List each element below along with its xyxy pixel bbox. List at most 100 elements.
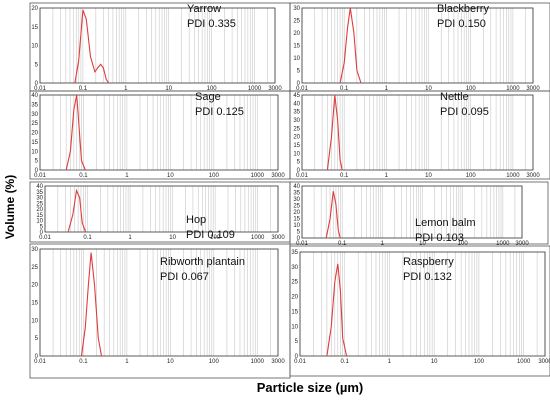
y-tick-label: 10 xyxy=(293,151,300,157)
x-tick-label: 0.01 xyxy=(34,359,46,365)
y-tick-label: 20 xyxy=(293,31,300,37)
x-tick-label: 10 xyxy=(425,86,432,92)
panel-border xyxy=(29,2,291,92)
x-tick-label: 0.1 xyxy=(338,241,347,247)
x-tick-label: 1000 xyxy=(506,86,520,92)
y-tick-label: 40 xyxy=(293,101,300,107)
x-tick-label: 1000 xyxy=(496,241,510,247)
series-line xyxy=(67,188,87,233)
y-tick-label: 40 xyxy=(31,93,38,99)
y-tick-label: 20 xyxy=(31,131,38,137)
x-tick-label: 1 xyxy=(381,241,385,247)
y-tick-label: 0 xyxy=(297,168,301,174)
y-tick-label: 30 xyxy=(36,196,43,202)
y-tick-label: 25 xyxy=(31,121,38,127)
x-tick-label: 100 xyxy=(209,173,220,179)
y-tick-label: 15 xyxy=(293,143,300,149)
pdi-label: PDI 0.067 xyxy=(160,271,209,283)
sample-name: Lemon balm xyxy=(415,217,476,229)
panel-2: 0.01 0.1 1 10 100 1000 3000 0 5 10 15 20 25 30 35 40 Sag… xyxy=(29,90,291,180)
x-tick-label: 0.1 xyxy=(79,173,88,179)
sample-name: Yarrow xyxy=(187,3,221,15)
y-tick-label: 15 xyxy=(293,217,300,223)
y-tick-label: 10 xyxy=(291,324,298,330)
pdi-label: PDI 0.335 xyxy=(187,18,236,30)
y-tick-label: 10 xyxy=(293,223,300,229)
x-tick-label: 0.01 xyxy=(296,173,308,179)
pdi-label: PDI 0.125 xyxy=(195,106,244,118)
y-tick-label: 25 xyxy=(293,204,300,210)
plot-frame xyxy=(39,94,279,171)
x-tick-label: 3000 xyxy=(515,241,529,247)
x-tick-label: 1000 xyxy=(517,359,531,365)
plot-frame xyxy=(39,7,276,84)
x-tick-label: 0.1 xyxy=(340,86,349,92)
y-axis-label: Volume (%) xyxy=(3,175,17,239)
x-tick-label: 3000 xyxy=(271,173,285,179)
x-tick-label: 100 xyxy=(210,235,221,241)
y-tick-label: 25 xyxy=(291,280,298,286)
x-tick-label: 3000 xyxy=(526,86,540,92)
y-tick-label: 10 xyxy=(31,44,38,50)
x-axis-label: Particle size (µm) xyxy=(257,380,363,395)
y-tick-label: 0 xyxy=(295,354,299,360)
y-tick-label: 10 xyxy=(36,219,43,225)
x-tick-label: 1 xyxy=(388,359,392,365)
panel-7: 0.01 0.1 1 10 100 1000 3000 0 5 10 15 20 25 30 35 Raspb… xyxy=(289,245,550,377)
plot-frame xyxy=(39,248,279,357)
x-tick-label: 3000 xyxy=(268,86,282,92)
sample-name: Nettle xyxy=(440,91,469,103)
x-tick-label: 1000 xyxy=(506,173,520,179)
y-tick-label: 5 xyxy=(297,69,301,75)
plot-frame xyxy=(301,7,534,84)
pdi-label: PDI 0.132 xyxy=(403,271,452,283)
sample-name: Sage xyxy=(195,91,221,103)
y-tick-label: 0 xyxy=(297,81,301,87)
y-tick-label: 35 xyxy=(293,191,300,197)
y-tick-label: 10 xyxy=(31,318,38,324)
y-tick-label: 5 xyxy=(297,230,301,236)
series-line xyxy=(326,263,348,357)
y-tick-label: 0 xyxy=(35,354,39,360)
sample-name: Hop xyxy=(186,214,206,226)
x-tick-label: 1 xyxy=(385,173,389,179)
y-tick-label: 40 xyxy=(36,184,43,190)
y-tick-label: 15 xyxy=(31,301,38,307)
x-tick-label: 0.01 xyxy=(296,241,308,247)
plot-frame xyxy=(44,185,279,233)
x-tick-label: 10 xyxy=(167,359,174,365)
pdi-label: PDI 0.103 xyxy=(415,232,464,244)
y-tick-label: 5 xyxy=(297,160,301,166)
y-tick-label: 20 xyxy=(293,135,300,141)
x-tick-label: 1 xyxy=(125,359,129,365)
y-tick-label: 20 xyxy=(293,210,300,216)
y-tick-label: 0 xyxy=(40,230,44,236)
y-tick-label: 25 xyxy=(293,19,300,25)
x-tick-label: 0.1 xyxy=(79,359,88,365)
panel-1: 0.01 0.1 1 10 100 1000 3000 0 5 10 15 20 25 30 Blackbe… xyxy=(289,2,550,92)
y-tick-label: 25 xyxy=(293,126,300,132)
x-tick-label: 100 xyxy=(474,359,485,365)
x-tick-label: 0.1 xyxy=(340,173,349,179)
y-tick-label: 40 xyxy=(293,184,300,190)
panel-4: 0.01 0.1 1 10 100 1000 30000510152025303540Hop… xyxy=(29,181,291,243)
panel-3: 0.01 0.1 1 10 100 1000 3000 0 5 10 15 20 25 30 35 40 45 N… xyxy=(289,90,550,180)
y-tick-label: 30 xyxy=(291,265,298,271)
x-tick-label: 0.01 xyxy=(296,86,308,92)
y-tick-label: 35 xyxy=(291,250,298,256)
x-tick-label: 100 xyxy=(207,86,218,92)
x-tick-label: 10 xyxy=(431,359,438,365)
sample-name: Ribworth plantain xyxy=(160,256,245,268)
series-line xyxy=(65,94,86,171)
pdi-label: PDI 0.109 xyxy=(186,229,235,241)
x-tick-label: 1 xyxy=(128,235,132,241)
y-tick-label: 5 xyxy=(35,159,39,165)
y-tick-label: 25 xyxy=(31,265,38,271)
panel-border xyxy=(289,90,550,180)
y-tick-label: 5 xyxy=(35,62,39,68)
x-tick-label: 1 xyxy=(385,86,389,92)
x-tick-label: 10 xyxy=(167,173,174,179)
y-tick-label: 30 xyxy=(31,247,38,253)
sample-name: Blackberry xyxy=(437,3,489,15)
